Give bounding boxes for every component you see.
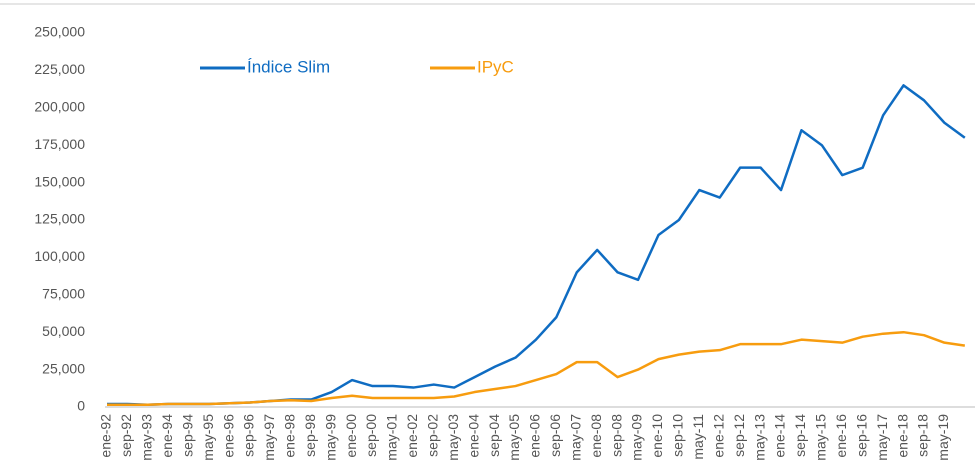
x-tick-label: sep-96 bbox=[241, 414, 257, 457]
x-tick-label: sep-16 bbox=[853, 414, 869, 457]
x-tick-label: ene-18 bbox=[894, 414, 910, 458]
x-tick-label: may-95 bbox=[200, 414, 216, 461]
x-tick-label: sep-14 bbox=[792, 414, 808, 457]
x-tick-label: ene-12 bbox=[710, 414, 726, 458]
y-tick-label: 50,000 bbox=[42, 323, 85, 339]
x-tick-label: may-15 bbox=[813, 414, 829, 461]
x-tick-label: ene-96 bbox=[220, 414, 236, 458]
x-tick-label: sep-12 bbox=[731, 414, 747, 457]
x-tick-label: may-03 bbox=[445, 414, 461, 461]
x-tick-label: ene-98 bbox=[282, 414, 298, 458]
series-line bbox=[107, 330, 966, 407]
x-tick-label: sep-98 bbox=[302, 414, 318, 457]
x-tick-label: may-93 bbox=[139, 414, 155, 461]
x-tick-label: sep-92 bbox=[118, 414, 134, 457]
x-tick-label: ene-94 bbox=[159, 414, 175, 458]
y-tick-label: 225,000 bbox=[34, 61, 85, 77]
x-tick-label: may-09 bbox=[629, 414, 645, 461]
y-tick-label: 0 bbox=[77, 398, 85, 414]
y-tick-label: 175,000 bbox=[34, 136, 85, 152]
x-tick-label: sep-94 bbox=[179, 414, 195, 457]
y-tick-label: 25,000 bbox=[42, 360, 85, 376]
x-tick-label: sep-00 bbox=[363, 414, 379, 457]
x-tick-label: ene-92 bbox=[98, 414, 114, 458]
x-tick-label: may-07 bbox=[567, 414, 583, 461]
x-tick-label: may-13 bbox=[751, 414, 767, 461]
x-tick-label: sep-08 bbox=[608, 414, 624, 457]
y-tick-label: 200,000 bbox=[34, 99, 85, 115]
series-line bbox=[107, 84, 966, 407]
x-tick-label: may-17 bbox=[874, 414, 890, 461]
x-tick-label: may-19 bbox=[935, 414, 951, 461]
y-tick-label: 125,000 bbox=[34, 211, 85, 227]
x-tick-label: sep-06 bbox=[547, 414, 563, 457]
x-tick-label: may-11 bbox=[690, 414, 706, 460]
x-tick-label: ene-10 bbox=[649, 414, 665, 458]
legend-label: Índice Slim bbox=[247, 57, 330, 76]
y-tick-label: 100,000 bbox=[34, 248, 85, 264]
x-tick-label: may-99 bbox=[322, 414, 338, 461]
y-tick-label: 75,000 bbox=[42, 286, 85, 302]
x-tick-label: sep-02 bbox=[424, 414, 440, 457]
x-tick-label: ene-16 bbox=[833, 414, 849, 458]
legend-label: IPyC bbox=[477, 57, 514, 76]
x-tick-label: may-97 bbox=[261, 414, 277, 461]
x-tick-label: ene-02 bbox=[404, 414, 420, 458]
x-tick-label: ene-08 bbox=[588, 414, 604, 458]
x-tick-label: sep-04 bbox=[486, 414, 502, 457]
x-tick-label: may-01 bbox=[384, 414, 400, 461]
x-tick-label: ene-00 bbox=[343, 414, 359, 458]
x-tick-label: may-05 bbox=[506, 414, 522, 461]
y-tick-label: 150,000 bbox=[34, 173, 85, 189]
x-tick-label: sep-10 bbox=[670, 414, 686, 457]
x-tick-label: sep-18 bbox=[915, 414, 931, 457]
x-tick-label: ene-14 bbox=[772, 414, 788, 458]
y-tick-label: 250,000 bbox=[34, 24, 85, 40]
x-tick-label: ene-04 bbox=[465, 414, 481, 458]
x-tick-label: ene-06 bbox=[527, 414, 543, 458]
